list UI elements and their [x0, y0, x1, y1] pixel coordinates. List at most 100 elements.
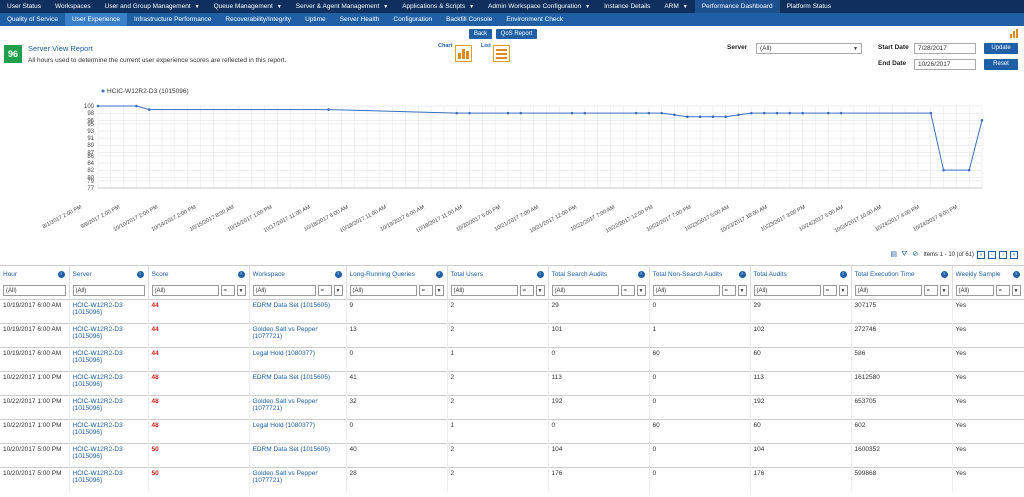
filter-operator-select[interactable]: = [995, 285, 1010, 297]
end-date-input[interactable]: 10/26/2017 [914, 59, 976, 70]
info-icon[interactable]: i [57, 271, 65, 278]
chevron-down-icon[interactable]: ▼ [939, 285, 949, 297]
table-cell[interactable]: Legal Hold (1080377) [249, 419, 347, 444]
info-icon[interactable]: i [839, 271, 847, 278]
info-icon[interactable]: i [136, 271, 144, 278]
list-view-icon[interactable] [493, 45, 510, 62]
filter-operator-select[interactable]: = [620, 285, 635, 297]
column-header[interactable]: Total Non-Search Audits i [649, 265, 751, 283]
chevron-down-icon[interactable]: ▼ [838, 285, 848, 297]
info-icon[interactable]: i [1012, 271, 1020, 278]
info-icon[interactable]: i [435, 271, 443, 278]
chevron-down-icon[interactable]: ▼ [535, 285, 545, 297]
bar-chart-icon[interactable] [1010, 29, 1020, 38]
table-cell[interactable]: HCIC-W12R2-D3 (1015096) [69, 395, 149, 420]
chevron-down-icon[interactable]: ▼ [333, 285, 343, 297]
table-cell[interactable]: EDRM Data Set (1015605) [249, 443, 347, 468]
back-button[interactable]: Back [469, 29, 492, 39]
subnav-tab-4[interactable]: Uptime [305, 16, 326, 23]
column-filter-input[interactable]: (All) [652, 285, 720, 297]
info-icon[interactable]: i [536, 271, 544, 278]
subnav-tab-0[interactable]: Quality of Service [7, 16, 58, 23]
subnav-tab-1[interactable]: User Experience [64, 13, 127, 26]
table-cell[interactable]: Legal Hold (1080377) [249, 347, 347, 372]
table-cell[interactable]: HCIC-W12R2-D3 (1015096) [69, 299, 149, 324]
prev-page-button[interactable]: ‹ [988, 251, 996, 259]
column-header[interactable]: Weekly Sample i [952, 265, 1024, 283]
start-date-input[interactable]: 7/28/2017 [914, 43, 976, 54]
column-header[interactable]: Total Search Audits i [548, 265, 650, 283]
info-icon[interactable]: i [738, 271, 746, 278]
column-header[interactable]: Server i [69, 265, 149, 283]
topnav-item-9[interactable]: Performance Dashboard [694, 0, 780, 13]
filter-operator-select[interactable]: = [721, 285, 736, 297]
table-cell[interactable]: EDRM Data Set (1015605) [249, 371, 347, 396]
topnav-item-4[interactable]: Server & Agent Management ▼ [289, 0, 395, 13]
subnav-tab-3[interactable]: Recoverability/Integrity [225, 16, 292, 23]
table-cell[interactable]: EDRM Data Set (1015605) [249, 299, 347, 324]
topnav-item-8[interactable]: ARM ▼ [657, 0, 694, 13]
subnav-tab-6[interactable]: Configuration [393, 16, 433, 23]
column-filter-input[interactable]: (All) [955, 285, 994, 297]
filter-icon[interactable]: ⛛ [901, 251, 908, 258]
column-filter-input[interactable]: (All) [3, 285, 66, 297]
column-header[interactable]: Total Audits i [750, 265, 852, 283]
column-filter-input[interactable]: (All) [72, 285, 145, 297]
table-cell[interactable]: HCIC-W12R2-D3 (1015096) [69, 371, 149, 396]
column-filter-input[interactable]: (All) [450, 285, 518, 297]
column-header[interactable]: Workspace i [249, 265, 347, 283]
column-filter-input[interactable]: (All) [151, 285, 219, 297]
column-header[interactable]: Total Execution Time i [851, 265, 953, 283]
topnav-item-7[interactable]: Instance Details [604, 3, 651, 10]
info-icon[interactable]: i [334, 271, 342, 278]
chevron-down-icon[interactable]: ▼ [737, 285, 747, 297]
first-page-button[interactable]: « [977, 251, 985, 259]
table-cell[interactable]: Golden Salt vs Pepper (1077721) [249, 467, 347, 492]
info-icon[interactable]: i [237, 271, 245, 278]
update-button[interactable]: Update [984, 43, 1018, 54]
column-header[interactable]: Total Users i [447, 265, 549, 283]
column-filter-input[interactable]: (All) [349, 285, 417, 297]
column-filter-input[interactable]: (All) [753, 285, 821, 297]
info-icon[interactable]: i [637, 271, 645, 278]
chevron-down-icon[interactable]: ▼ [1011, 285, 1021, 297]
column-header[interactable]: Score i [148, 265, 250, 283]
table-cell[interactable]: Golden Salt vs Pepper (1077721) [249, 395, 347, 420]
filter-operator-select[interactable]: = [317, 285, 332, 297]
filter-operator-select[interactable]: = [220, 285, 235, 297]
subnav-tab-8[interactable]: Environment Check [506, 16, 564, 23]
excel-export-icon[interactable]: ▤ [890, 251, 897, 258]
filter-operator-select[interactable]: = [822, 285, 837, 297]
filter-operator-select[interactable]: = [519, 285, 534, 297]
clear-filter-icon[interactable]: ⊘ [912, 251, 919, 258]
chart-view-icon[interactable] [455, 45, 472, 62]
table-cell[interactable]: HCIC-W12R2-D3 (1015096) [69, 467, 149, 492]
topnav-item-0[interactable]: User Status [7, 3, 41, 10]
chevron-down-icon[interactable]: ▼ [434, 285, 444, 297]
info-icon[interactable]: i [940, 271, 948, 278]
column-header[interactable]: Long-Running Queries i [346, 265, 448, 283]
qos-report-button[interactable]: QoS Report [496, 29, 537, 39]
topnav-item-3[interactable]: Queue Management ▼ [207, 0, 289, 13]
reset-button[interactable]: Reset [984, 59, 1018, 70]
subnav-tab-7[interactable]: Backfill Console [446, 16, 493, 23]
chevron-down-icon[interactable]: ▼ [236, 285, 246, 297]
subnav-tab-2[interactable]: Infrastructure Performance [134, 16, 212, 23]
table-cell[interactable]: HCIC-W12R2-D3 (1015096) [69, 323, 149, 348]
filter-operator-select[interactable]: = [923, 285, 938, 297]
column-filter-input[interactable]: (All) [252, 285, 316, 297]
topnav-item-5[interactable]: Applications & Scripts ▼ [395, 0, 481, 13]
server-select[interactable]: (All) ▼ [756, 43, 862, 54]
table-cell[interactable]: HCIC-W12R2-D3 (1015096) [69, 347, 149, 372]
table-cell[interactable]: HCIC-W12R2-D3 (1015096) [69, 419, 149, 444]
filter-operator-select[interactable]: = [418, 285, 433, 297]
subnav-tab-5[interactable]: Server Health [339, 16, 380, 23]
topnav-item-10[interactable]: Platform Status [786, 3, 832, 10]
last-page-button[interactable]: » [1010, 251, 1018, 259]
column-filter-input[interactable]: (All) [551, 285, 619, 297]
table-cell[interactable]: Golden Salt vs Pepper (1077721) [249, 323, 347, 348]
chevron-down-icon[interactable]: ▼ [636, 285, 646, 297]
table-cell[interactable]: HCIC-W12R2-D3 (1015096) [69, 443, 149, 468]
column-filter-input[interactable]: (All) [854, 285, 922, 297]
next-page-button[interactable]: › [999, 251, 1007, 259]
